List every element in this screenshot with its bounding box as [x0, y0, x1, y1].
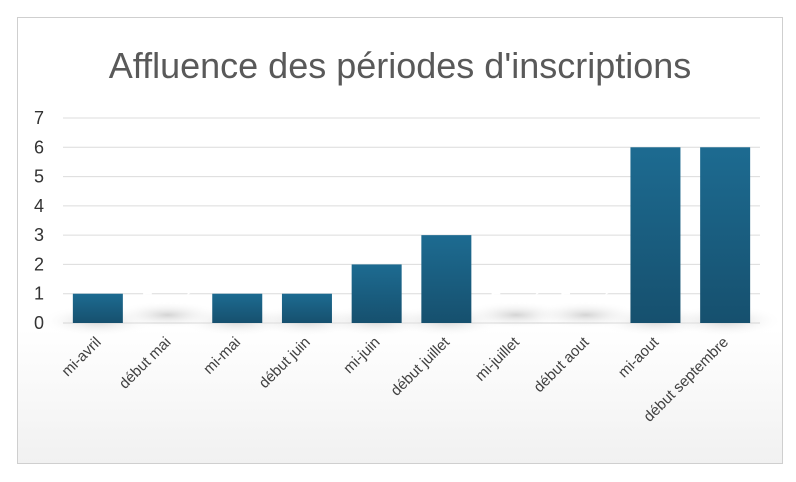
y-tick-label: 2: [34, 254, 44, 274]
x-tick-label: début juillet: [387, 333, 453, 399]
bar: [630, 147, 681, 323]
annotation-shadow: [112, 301, 223, 329]
bar: [700, 147, 751, 323]
annotation-label: Fermé: [142, 289, 193, 308]
bars: [72, 147, 751, 323]
annotations: Fermé Fermé Fermé: [142, 289, 611, 308]
y-tick-label: 4: [34, 196, 44, 216]
y-axis: 0 1 2 3 4 5 6 7: [34, 108, 44, 333]
bar: [281, 293, 332, 323]
y-tick-label: 0: [34, 313, 44, 333]
x-tick-label: mi-aout: [615, 333, 663, 381]
y-tick-label: 5: [34, 167, 44, 187]
x-tick-label: début juin: [256, 334, 314, 392]
x-axis: mi-avril début mai mi-mai début juin mi-juin…: [58, 333, 731, 425]
x-tick-label: mi-juin: [340, 334, 383, 377]
y-tick-label: 6: [34, 137, 44, 157]
x-tick-label: mi-mai: [200, 334, 244, 378]
x-tick-label: début mai: [116, 334, 175, 393]
bar: [351, 264, 402, 323]
bar: [72, 293, 123, 323]
annotation-label: Fermé: [491, 289, 542, 308]
bar: [212, 293, 263, 323]
x-tick-label: mi-avril: [58, 334, 104, 380]
x-tick-label: début aout: [530, 333, 593, 396]
chart-title: Affluence des périodes d'inscriptions: [109, 45, 692, 86]
x-tick-label: mi-juillet: [472, 333, 524, 385]
annotation-shadow: [530, 301, 641, 329]
annotation-label: Fermé: [560, 289, 611, 308]
y-tick-label: 7: [34, 108, 44, 128]
bar: [421, 235, 472, 323]
y-tick-label: 1: [34, 284, 44, 304]
y-tick-label: 3: [34, 225, 44, 245]
